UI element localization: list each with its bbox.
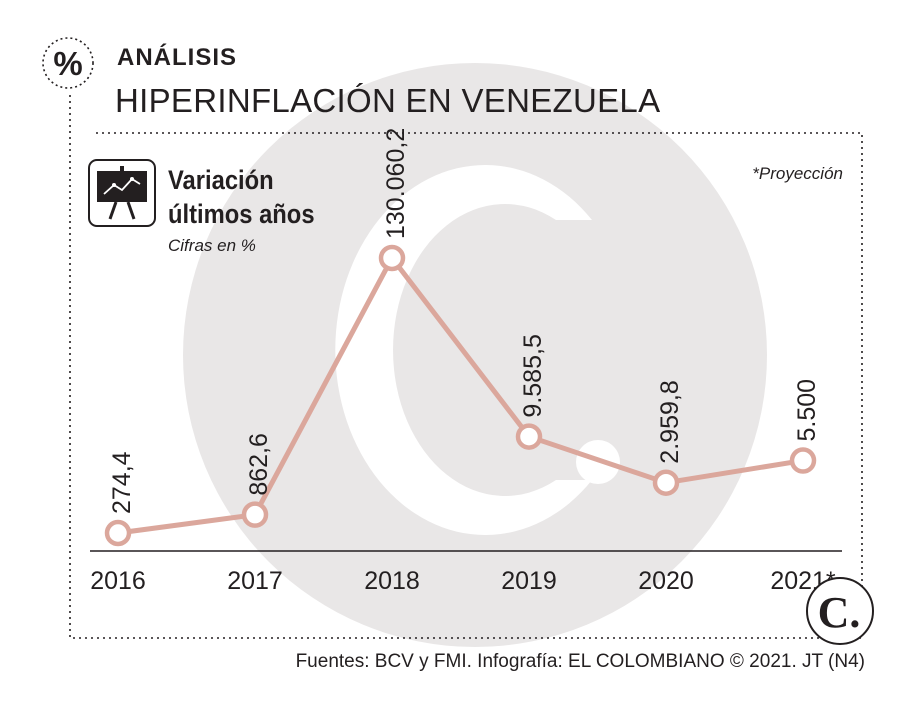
x-tick-labels: 2016 2017 2018 2019 2020 2021*: [90, 567, 836, 595]
data-label: 2.959,8: [656, 380, 684, 463]
percent-badge-icon: %: [42, 37, 94, 89]
series-line: [115, 255, 806, 536]
data-point: [789, 447, 817, 474]
x-tick-label: 2020: [638, 567, 694, 595]
data-labels: 274,4 862,6 130.060,2 9.585,5 2.959,8 5.500: [108, 128, 821, 514]
projection-note: *Proyección: [752, 164, 843, 183]
chart-subtitle-line-2: últimos años: [168, 199, 315, 229]
data-point: [515, 423, 543, 450]
data-label: 274,4: [108, 451, 136, 514]
x-tick-label: 2019: [501, 567, 557, 595]
data-label: 130.060,2: [382, 128, 410, 239]
data-label: 5.500: [793, 379, 821, 442]
data-point: [104, 519, 132, 547]
data-point: [378, 244, 406, 272]
data-point: [652, 469, 680, 496]
el-colombiano-logo-icon: C.: [806, 577, 874, 645]
data-label: 862,6: [245, 433, 273, 496]
dotted-frame: [69, 95, 863, 639]
data-point: [241, 501, 269, 528]
chart-subtitle: Variación últimos años: [168, 163, 315, 231]
x-tick-label: 2016: [90, 567, 146, 595]
chart-subtitle-line-1: Variación: [168, 165, 274, 195]
kicker-label: ANÁLISIS: [117, 44, 238, 71]
x-tick-label: 2018: [364, 567, 420, 595]
logo-text: C.: [818, 588, 861, 637]
data-label: 9.585,5: [519, 334, 547, 417]
presentation-chart-icon: [88, 159, 156, 227]
source-credit: Fuentes: BCV y FMI. Infografía: EL COLOM…: [295, 651, 865, 672]
percent-badge-text: %: [53, 45, 82, 82]
units-note: Cifras en %: [168, 236, 256, 255]
x-tick-label: 2017: [227, 567, 283, 595]
data-markers: [104, 244, 817, 547]
watermark-logo-icon: [183, 63, 767, 647]
page-title: HIPERINFLACIÓN EN VENEZUELA: [115, 82, 661, 119]
